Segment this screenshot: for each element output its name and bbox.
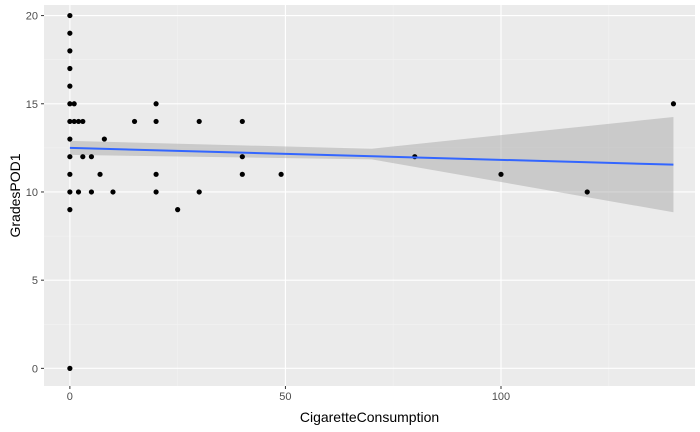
data-point: [97, 171, 103, 177]
data-point: [131, 118, 138, 125]
data-point: [67, 118, 73, 125]
data-point: [88, 189, 95, 195]
data-point: [67, 48, 73, 54]
data-point: [71, 101, 77, 107]
x-tick-label: 50: [279, 391, 291, 403]
data-point: [153, 189, 159, 195]
data-point: [67, 136, 73, 142]
confidence-ribbon: [69, 117, 674, 213]
data-point: [67, 207, 73, 213]
y-tick-label: 5: [32, 275, 38, 287]
data-point: [101, 136, 107, 142]
data-point: [67, 365, 73, 371]
data-points: [67, 12, 677, 371]
data-point: [175, 207, 181, 213]
data-point: [239, 118, 245, 125]
data-point: [67, 30, 73, 36]
data-point: [153, 171, 159, 177]
y-tick-label: 0: [32, 363, 38, 375]
x-tick-label: 100: [492, 391, 510, 403]
data-point: [80, 118, 86, 125]
data-point: [67, 154, 73, 160]
data-point: [80, 154, 86, 160]
data-point: [196, 118, 202, 125]
data-point: [239, 171, 245, 177]
minor-gridlines: [44, 5, 695, 386]
data-point: [67, 12, 73, 19]
data-point: [196, 189, 202, 195]
y-tick-label: 10: [26, 187, 38, 199]
data-point: [71, 118, 77, 125]
data-point: [278, 171, 284, 177]
data-point: [670, 101, 677, 107]
data-point: [67, 65, 73, 72]
tick-labels: 0 50 100 0 5 10 15 20: [26, 11, 510, 403]
data-point: [88, 154, 95, 160]
axis-ticks: [41, 15, 502, 389]
trend-line-layer: [69, 146, 674, 166]
y-axis-title: GradesPOD1: [7, 153, 23, 237]
data-point: [67, 83, 73, 89]
data-point: [67, 101, 73, 107]
x-tick-label: 0: [67, 391, 73, 403]
x-axis-title: CigaretteConsumption: [300, 409, 439, 425]
data-point: [110, 189, 116, 195]
data-point: [67, 189, 73, 195]
data-point: [75, 118, 82, 125]
data-point: [153, 101, 159, 107]
y-tick-label: 20: [26, 11, 38, 23]
y-tick-label: 15: [26, 99, 38, 111]
data-point: [584, 189, 590, 195]
data-point: [67, 171, 73, 177]
trend-line: [69, 146, 674, 166]
data-point: [153, 118, 159, 125]
confidence-band: [69, 117, 674, 213]
panel-background: [44, 5, 695, 386]
data-point: [498, 171, 504, 177]
data-point: [75, 189, 82, 195]
data-point: [239, 154, 245, 160]
